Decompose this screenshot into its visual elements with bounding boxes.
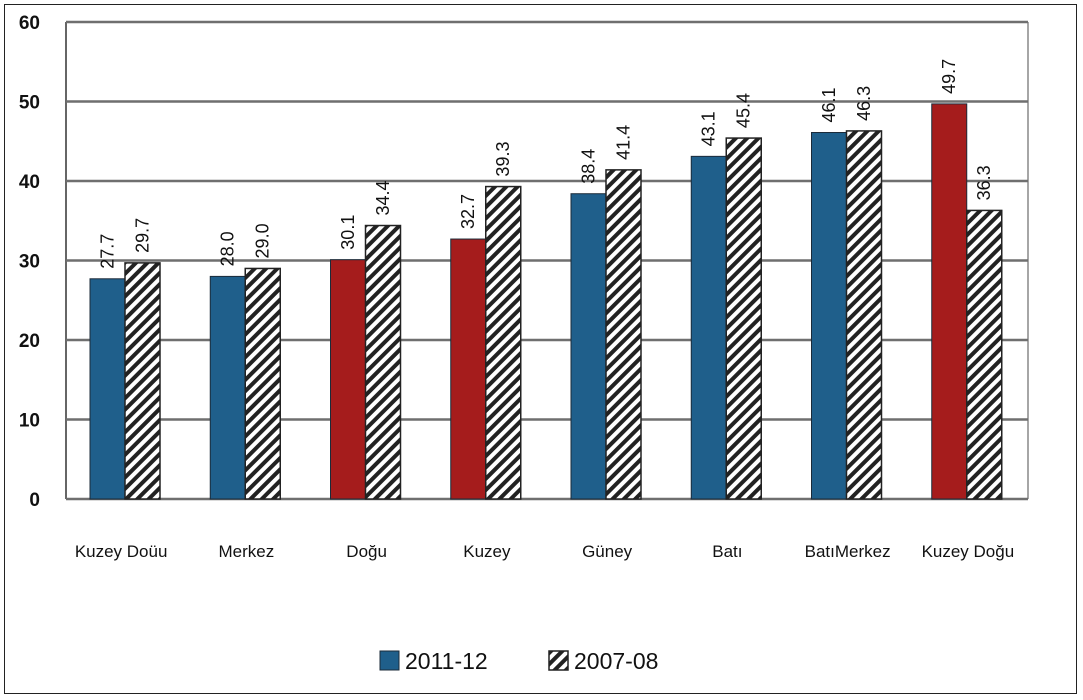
category-label: BatıMerkez [805, 542, 891, 561]
y-tick-label: 30 [19, 252, 40, 273]
category-labels: Kuzey Doüu Merkez Doğu Kuzey Güney Batı BatıMe… [75, 542, 1014, 561]
bar-2011-12 [209, 275, 246, 500]
bar-2011-12 [690, 155, 727, 500]
y-tick-label: 20 [19, 331, 40, 352]
bar-2007-08 [605, 169, 642, 500]
category-label: Kuzey [463, 542, 511, 561]
category-label: Batı [712, 542, 742, 561]
bar-2007-08 [244, 267, 281, 500]
data-label-2011-12: 30.1 [338, 215, 358, 250]
y-tick-label: 60 [19, 13, 40, 34]
data-label-2007-08: 46.3 [854, 86, 874, 121]
bar-2007-08 [485, 185, 522, 500]
bar-2007-08 [845, 130, 883, 500]
data-label-2007-08: 29.0 [253, 223, 273, 258]
legend: 2011-12 2007-08 [379, 648, 658, 674]
data-label-2011-12: 46.1 [819, 87, 839, 122]
bar-2011-12 [811, 132, 847, 500]
data-label-2007-08: 39.3 [493, 142, 513, 177]
bar-2007-08 [966, 209, 1003, 500]
data-label-2007-08: 41.4 [614, 125, 634, 160]
chart-frame [4, 4, 1077, 694]
bars [89, 103, 1003, 500]
data-labels: 27.7 29.7 28.0 29.0 30.1 34.4 32.7 39.3 38.4 41.4… [98, 59, 995, 269]
category-label: Doğu [346, 542, 387, 561]
bar-2011-12 [89, 278, 126, 500]
category-label: Merkez [219, 542, 275, 561]
legend-label-2007-08: 2007-08 [574, 648, 658, 674]
data-label-2011-12: 27.7 [98, 234, 118, 269]
bar-2007-08 [364, 224, 402, 500]
bar-2011-12 [931, 103, 968, 500]
bar-2011-12 [330, 259, 366, 500]
data-label-2011-12: 49.7 [939, 59, 959, 94]
legend-swatch-2011-12 [379, 650, 400, 671]
data-label-2011-12: 32.7 [458, 194, 478, 229]
data-label-2007-08: 34.4 [373, 180, 393, 215]
bar-2011-12 [450, 238, 487, 500]
legend-swatch-2007-08 [548, 650, 569, 671]
data-label-2011-12: 43.1 [699, 111, 719, 146]
y-tick-label: 40 [19, 172, 40, 193]
category-label: Güney [582, 542, 633, 561]
y-tick-label: 0 [29, 490, 40, 511]
legend-label-2011-12: 2011-12 [405, 648, 488, 674]
data-label-2007-08: 36.3 [974, 165, 994, 200]
y-tick-label: 10 [19, 411, 40, 432]
data-label-2011-12: 28.0 [218, 231, 238, 266]
bar-2011-12 [570, 193, 607, 500]
bar-2007-08 [725, 137, 762, 500]
data-label-2011-12: 38.4 [579, 149, 599, 184]
category-label: Kuzey Doğu [922, 542, 1015, 561]
data-label-2007-08: 45.4 [734, 93, 754, 128]
category-label: Kuzey Doüu [75, 542, 168, 561]
bar-2007-08 [124, 262, 161, 500]
y-tick-label: 50 [19, 93, 40, 114]
y-axis-tick-labels: 0 10 20 30 40 50 60 [19, 13, 40, 511]
data-label-2007-08: 29.7 [133, 218, 153, 253]
